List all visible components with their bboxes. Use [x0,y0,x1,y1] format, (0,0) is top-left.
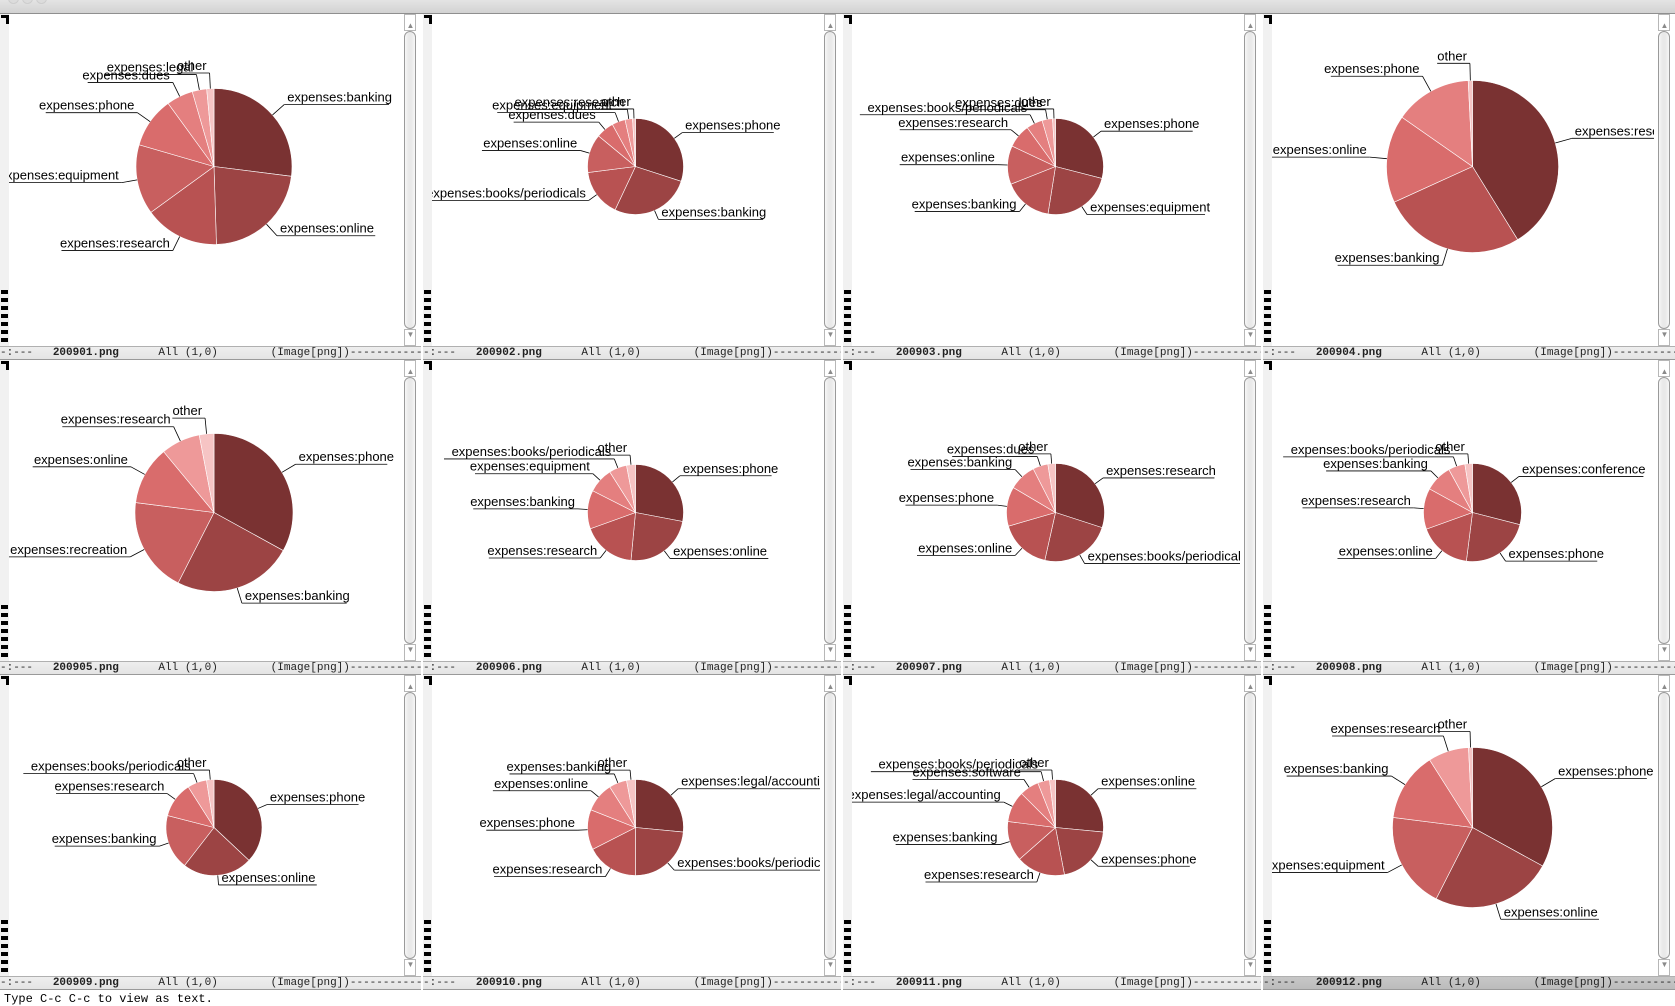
svg-text:other: other [601,94,631,109]
svg-text:expenses:books/periodicals: expenses:books/periodicals [452,444,612,459]
svg-text:expenses:phone: expenses:phone [1558,764,1653,779]
svg-text:expenses:phone: expenses:phone [270,790,365,805]
svg-text:expenses:online: expenses:online [1273,142,1367,157]
svg-text:expenses:online: expenses:online [918,540,1012,555]
svg-text:expenses:research: expenses:research [487,543,597,558]
svg-text:expenses:online: expenses:online [1504,904,1598,919]
svg-text:expenses:banking: expenses:banking [1335,250,1440,265]
svg-text:other: other [1018,439,1048,454]
svg-text:other: other [177,755,207,770]
svg-text:expenses:books/periodicals: expenses:books/periodicals [426,185,586,200]
svg-text:expenses:books/periodicals: expenses:books/periodicals [1291,442,1451,457]
svg-text:expenses:banking: expenses:banking [893,829,998,844]
svg-text:expenses:banking: expenses:banking [470,494,575,509]
svg-text:expenses:phone: expenses:phone [480,815,575,830]
svg-text:expenses:equipment: expenses:equipment [0,168,119,183]
svg-text:expenses:phone: expenses:phone [299,449,394,464]
svg-text:expenses:research: expenses:research [61,412,171,427]
svg-text:expenses:banking: expenses:banking [1323,456,1428,471]
svg-text:other: other [1435,439,1465,454]
svg-text:expenses:phone: expenses:phone [39,98,134,113]
svg-text:expenses:online: expenses:online [1101,774,1195,789]
svg-text:expenses:banking: expenses:banking [52,831,157,846]
svg-text:expenses:banking: expenses:banking [661,204,766,219]
svg-text:expenses:equipment: expenses:equipment [1090,200,1210,215]
svg-text:other: other [1437,48,1467,63]
svg-text:other: other [597,755,627,770]
svg-text:other: other [172,403,202,418]
svg-text:expenses:phone: expenses:phone [1324,61,1419,76]
svg-text:expenses:books/periodicals: expenses:books/periodicals [31,759,191,774]
svg-text:other: other [1021,94,1051,109]
svg-text:expenses:online: expenses:online [483,135,577,150]
svg-text:expenses:research: expenses:research [55,779,165,794]
svg-text:expenses:books/periodicals: expenses:books/periodicals [878,757,1038,772]
svg-text:expenses:equipment: expenses:equipment [1265,857,1385,872]
svg-text:other: other [177,58,207,73]
svg-text:expenses:banking: expenses:banking [1284,761,1389,776]
svg-text:expenses:research: expenses:research [898,115,1008,130]
svg-text:expenses:equipment: expenses:equipment [470,459,590,474]
svg-text:expenses:phone: expenses:phone [685,118,780,133]
svg-text:expenses:phone: expenses:phone [1104,116,1199,131]
svg-text:expenses:legal/accounting: expenses:legal/accounting [848,787,1001,802]
svg-text:expenses:phone: expenses:phone [1509,546,1604,561]
svg-text:expenses:online: expenses:online [222,870,316,885]
svg-text:expenses:recreation: expenses:recreation [10,542,127,557]
svg-text:expenses:phone: expenses:phone [899,490,994,505]
svg-text:expenses:online: expenses:online [280,221,374,236]
svg-text:expenses:online: expenses:online [901,150,995,165]
svg-text:expenses:books/periodicals: expenses:books/periodicals [677,855,820,870]
svg-text:expenses:research: expenses:research [493,862,603,877]
svg-text:other: other [1019,755,1049,770]
svg-text:expenses:online: expenses:online [673,544,767,559]
svg-text:expenses:legal/accounting: expenses:legal/accounting [681,774,820,789]
svg-text:expenses:research: expenses:research [1575,123,1654,138]
svg-text:expenses:conference: expenses:conference [1522,461,1646,476]
svg-text:expenses:online: expenses:online [1339,543,1433,558]
svg-text:expenses:research: expenses:research [924,867,1034,882]
svg-text:expenses:phone: expenses:phone [683,461,778,476]
svg-text:expenses:banking: expenses:banking [912,196,1017,211]
svg-text:expenses:banking: expenses:banking [506,759,611,774]
svg-text:other: other [1437,717,1467,732]
svg-text:expenses:research: expenses:research [1301,493,1411,508]
svg-text:expenses:banking: expenses:banking [245,588,350,603]
svg-text:expenses:online: expenses:online [34,452,128,467]
svg-text:expenses:online: expenses:online [494,776,588,791]
svg-text:expenses:books/periodicals: expenses:books/periodicals [1088,549,1240,564]
svg-text:expenses:research: expenses:research [1331,721,1441,736]
svg-text:expenses:banking: expenses:banking [287,90,392,105]
svg-text:expenses:research: expenses:research [1106,463,1216,478]
svg-text:expenses:phone: expenses:phone [1101,851,1196,866]
svg-text:other: other [597,440,627,455]
svg-text:expenses:research: expenses:research [60,236,170,251]
